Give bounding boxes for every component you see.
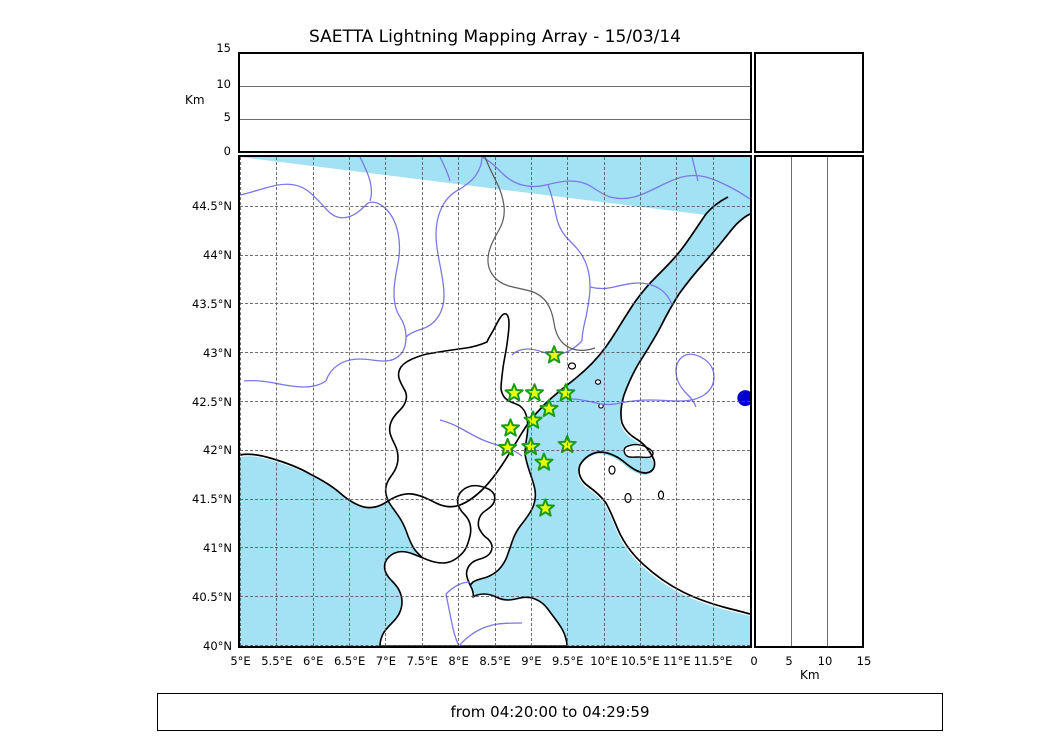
- time-range-caption: from 04:20:00 to 04:29:59: [157, 693, 943, 731]
- map-gridline-lon-5.5°E: [276, 157, 278, 646]
- map-gridline-lon-7°E: [385, 157, 387, 646]
- ytick-map-40°N: 40°N: [203, 638, 232, 653]
- map-gridline-lon-6°E: [312, 157, 314, 646]
- xtick-map-11°E: 11°E: [662, 654, 691, 668]
- xtick-map-5°E: 5°E: [230, 654, 251, 668]
- xtick-map-6°E: 6°E: [303, 654, 324, 668]
- map-gridline-lon-9°E: [530, 157, 532, 646]
- xtick-right-5: 5: [785, 654, 793, 668]
- page-title: SAETTA Lightning Mapping Array - 15/03/1…: [309, 27, 681, 47]
- map-gridline-lon-9.5°E: [567, 157, 569, 646]
- ytick-map-43°N: 43°N: [203, 345, 232, 360]
- map-gridline-lon-7.5°E: [421, 157, 423, 646]
- station-marker: [556, 383, 576, 402]
- station-marker: [500, 418, 521, 437]
- map-gridline-lon-11°E: [676, 157, 678, 646]
- xtick-map-8.5°E: 8.5°E: [479, 654, 511, 668]
- ytick-map-42.5°N: 42.5°N: [192, 394, 232, 409]
- panel-altitude-vs-latitude: [754, 155, 864, 648]
- ytick-map-41.5°N: 41.5°N: [192, 492, 232, 507]
- axis-label-right-km: Km: [800, 668, 820, 682]
- axis-label-top-km: Km: [185, 93, 205, 107]
- xtick-right-0: 0: [750, 654, 758, 668]
- ytick-top-0: 0: [223, 144, 231, 158]
- gridline-alt-10-right: [826, 157, 828, 646]
- ytick-map-44.5°N: 44.5°N: [192, 199, 232, 214]
- panel-top-plot-area: [240, 54, 750, 151]
- map-gridline-lon-8°E: [458, 157, 460, 646]
- panel-right-plot-area: [756, 157, 862, 646]
- map-gridline-lon-5°E: [240, 157, 241, 646]
- panel-altitude-vs-longitude: [238, 52, 752, 153]
- ytick-top-5: 5: [223, 110, 231, 124]
- station-marker: [524, 383, 545, 402]
- station-marker: [539, 398, 559, 418]
- panel-map: [238, 155, 752, 648]
- station-marker: [523, 410, 543, 429]
- ytick-top-10: 10: [216, 77, 231, 91]
- map-plot-area: [240, 157, 750, 646]
- map-gridline-lon-10.5°E: [639, 157, 641, 646]
- ytick-map-43.5°N: 43.5°N: [192, 296, 232, 311]
- station-marker: [504, 383, 524, 402]
- xtick-map-11.5°E: 11.5°E: [693, 654, 733, 668]
- map-gridline-lon-6.5°E: [349, 157, 351, 646]
- map-gridline-lon-10°E: [603, 157, 605, 646]
- xtick-map-8°E: 8°E: [448, 654, 469, 668]
- time-range-text: from 04:20:00 to 04:29:59: [450, 703, 650, 721]
- xtick-map-6.5°E: 6.5°E: [333, 654, 366, 668]
- xtick-map-7.5°E: 7.5°E: [406, 654, 438, 668]
- xtick-right-10: 10: [817, 654, 833, 668]
- ytick-top-15: 15: [216, 41, 231, 55]
- panel-corner-plot-area: [756, 54, 862, 151]
- map-gridline-lon-11.5°E: [712, 157, 714, 646]
- xtick-map-9°E: 9°E: [521, 654, 542, 668]
- gridline-alt-5-right: [791, 157, 793, 646]
- xtick-right-15: 15: [856, 654, 872, 668]
- station-marker: [498, 437, 518, 457]
- xtick-map-10.5°E: 10.5°E: [621, 654, 660, 668]
- ytick-map-40.5°N: 40.5°N: [192, 589, 232, 604]
- xtick-map-7°E: 7°E: [375, 654, 397, 668]
- xtick-map-10°E: 10°E: [590, 654, 618, 668]
- station-marker: [535, 498, 555, 517]
- xtick-map-9.5°E: 9.5°E: [552, 654, 584, 668]
- ytick-map-41°N: 41°N: [203, 540, 232, 555]
- map-gridline-lon-8.5°E: [494, 157, 496, 646]
- gridline-alt-5: [240, 118, 750, 120]
- ytick-map-42°N: 42°N: [203, 443, 232, 458]
- ytick-map-44°N: 44°N: [203, 248, 232, 263]
- panel-corner: [754, 52, 864, 153]
- vhf-source-dot: [737, 390, 750, 407]
- xtick-map-5.5°E: 5.5°E: [261, 654, 293, 668]
- station-marker: [534, 452, 554, 471]
- gridline-alt-10: [240, 86, 750, 88]
